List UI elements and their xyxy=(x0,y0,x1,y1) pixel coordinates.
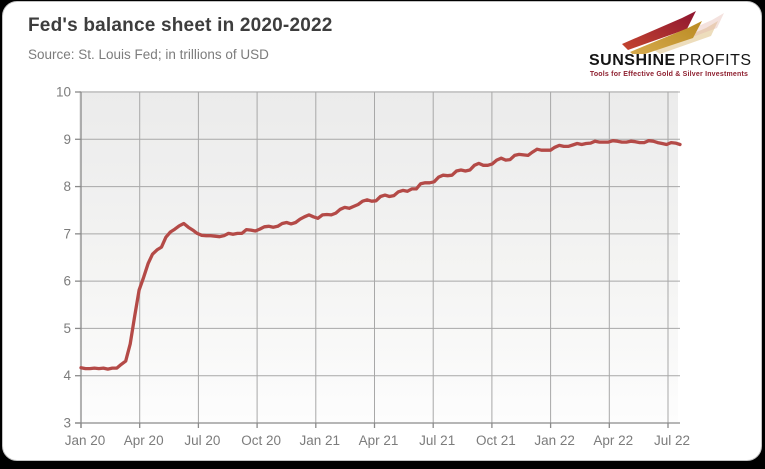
brand-tagline: Tools for Effective Gold & Silver Invest… xyxy=(589,71,749,78)
sunshine-profits-logo: SUNSHINE PROFITS Tools for Effective Gold… xyxy=(589,10,752,82)
x-axis-label: Apr 22 xyxy=(593,433,633,448)
sunshine-arrows-icon xyxy=(622,11,724,54)
chart-card: Fed's balance sheet in 2020-2022 Source:… xyxy=(2,1,762,461)
y-axis-label: 3 xyxy=(63,416,71,431)
y-axis-label: 4 xyxy=(63,368,71,383)
x-axis-label: Jan 21 xyxy=(300,433,341,448)
brand-name: SUNSHINE PROFITS xyxy=(589,52,752,70)
balance-sheet-line xyxy=(79,139,682,371)
y-axis-label: 5 xyxy=(63,321,71,336)
brand-sunshine: SUNSHINE xyxy=(589,52,676,69)
axes xyxy=(75,91,680,428)
x-axis-label: Jan 20 xyxy=(65,433,106,448)
page-title: Fed's balance sheet in 2020-2022 xyxy=(28,15,333,36)
arrow-bolts xyxy=(622,11,702,54)
y-axis-label: 7 xyxy=(63,226,71,241)
axis-labels: 3 4 5 6 7 8 9 10 Jan 20 Apr 20 Jul 20 Oct 20 Jan 21 A… xyxy=(56,85,690,449)
x-axis-label: Jan 22 xyxy=(534,433,575,448)
x-axis-label: Jul 20 xyxy=(184,433,220,448)
chart-source-subtitle: Source: St. Louis Fed; in trillions of U… xyxy=(28,47,269,62)
y-axis-label: 6 xyxy=(63,274,71,289)
x-axis-label: Apr 21 xyxy=(359,433,399,448)
x-axis-label: Oct 20 xyxy=(241,433,281,448)
brand-profits: PROFITS xyxy=(678,52,752,69)
y-axis-label: 8 xyxy=(63,179,71,194)
balance-sheet-chart: 3 4 5 6 7 8 9 10 Jan 20 Apr 20 Jul 20 Oct 20 Jan 21 A… xyxy=(56,85,690,449)
x-axis-label: Oct 21 xyxy=(476,433,516,448)
y-axis-label: 10 xyxy=(56,85,71,100)
x-axis-label: Jul 22 xyxy=(654,433,690,448)
plot-area xyxy=(79,91,678,422)
y-axis-label: 9 xyxy=(63,132,71,147)
chart-header: Fed's balance sheet in 2020-2022 Source:… xyxy=(28,15,333,62)
x-axis-label: Jul 21 xyxy=(419,433,455,448)
x-axis-label: Apr 20 xyxy=(124,433,164,448)
